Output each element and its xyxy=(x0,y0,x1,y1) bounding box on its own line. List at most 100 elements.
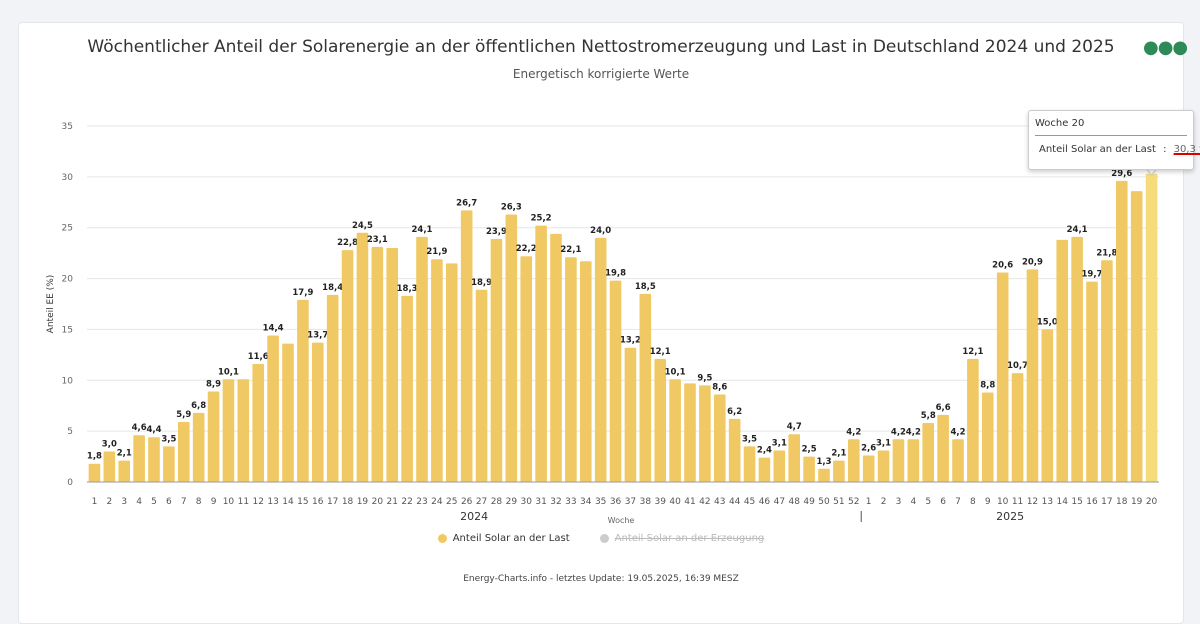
x-tick-label: 19 xyxy=(1131,497,1143,507)
bar xyxy=(267,335,279,482)
bar xyxy=(847,439,860,482)
chart-title: Wöchentlicher Anteil der Solarenergie an… xyxy=(87,37,1115,57)
bar xyxy=(654,358,667,482)
bar xyxy=(758,457,771,482)
bar xyxy=(565,257,577,482)
x-tick-label: 39 xyxy=(654,497,666,507)
y-tick-label: 25 xyxy=(62,224,73,234)
data-label: 21,8 xyxy=(1096,248,1117,258)
data-label: 22,1 xyxy=(560,245,581,255)
x-tick-label: 23 xyxy=(416,497,427,507)
bar xyxy=(163,446,175,482)
data-label: 10,1 xyxy=(665,367,686,377)
x-tick-label: 20 xyxy=(1146,497,1158,507)
bar xyxy=(639,293,652,482)
data-label: 6,2 xyxy=(727,407,742,417)
x-tick-label: 12 xyxy=(1027,497,1038,507)
data-label: 18,9 xyxy=(471,278,492,288)
data-label: 17,9 xyxy=(292,288,313,298)
bar xyxy=(1115,180,1128,482)
bar xyxy=(952,439,964,482)
x-tick-label: 36 xyxy=(610,497,622,507)
legend-item-last[interactable]: Anteil Solar an der Last xyxy=(437,533,570,544)
x-tick-label: 44 xyxy=(729,497,741,507)
bar xyxy=(207,391,220,482)
data-label: 4,2 xyxy=(846,427,861,437)
bar xyxy=(981,392,994,482)
x-tick-label: 34 xyxy=(580,497,592,507)
x-tick-label: 13 xyxy=(267,497,278,507)
year-label: 2025 xyxy=(996,510,1024,523)
x-tick-label: 1 xyxy=(866,497,872,507)
bar xyxy=(967,358,979,482)
x-tick-label: 14 xyxy=(1056,497,1068,507)
legend-item-erzeugung[interactable]: Anteil Solar an der Erzeugung xyxy=(599,533,765,544)
bar xyxy=(922,423,935,482)
x-tick-label: 42 xyxy=(699,497,710,507)
x-tick-label: 15 xyxy=(297,497,308,507)
bar xyxy=(788,434,801,482)
bar xyxy=(431,259,443,482)
bar xyxy=(550,233,562,482)
x-tick-label: 19 xyxy=(357,497,369,507)
bar xyxy=(1041,329,1054,482)
bar xyxy=(818,468,830,482)
x-tick-label: 3 xyxy=(896,497,902,507)
bar xyxy=(297,299,309,482)
bar xyxy=(490,238,503,482)
bar xyxy=(475,289,488,482)
bar xyxy=(356,232,369,482)
bar xyxy=(862,455,875,482)
x-tick-label: 9 xyxy=(211,497,217,507)
bar xyxy=(535,225,547,482)
y-tick-label: 20 xyxy=(62,275,74,285)
data-label: 8,8 xyxy=(980,380,995,390)
legend: Anteil Solar an der Last Anteil Solar an… xyxy=(19,533,1183,544)
x-tick-label: 38 xyxy=(640,497,652,507)
bar xyxy=(445,263,458,482)
x-tick-label: 32 xyxy=(550,497,561,507)
y-tick-label: 10 xyxy=(62,376,74,386)
data-label: 2,1 xyxy=(831,449,846,459)
data-label: 1,3 xyxy=(816,457,831,467)
data-label: 29,6 xyxy=(1111,169,1132,179)
bar xyxy=(609,280,622,482)
data-label: 2,4 xyxy=(757,446,772,456)
data-label: 13,2 xyxy=(620,336,641,346)
bar xyxy=(937,414,949,482)
bar xyxy=(579,261,592,482)
x-tick-label: 8 xyxy=(970,497,976,507)
x-tick-label: 41 xyxy=(684,497,695,507)
bar xyxy=(1101,260,1113,482)
data-label: 24,1 xyxy=(412,225,433,235)
legend-label: Anteil Solar an der Erzeugung xyxy=(614,533,765,544)
x-tick-label: 10 xyxy=(223,497,235,507)
bar xyxy=(743,446,756,482)
data-label: 3,0 xyxy=(102,439,117,449)
data-label: 21,9 xyxy=(426,247,447,257)
data-label: 4,2 xyxy=(950,427,965,437)
x-tick-label: 22 xyxy=(401,497,412,507)
bar xyxy=(624,347,637,482)
bar xyxy=(1056,239,1069,482)
data-label: 23,1 xyxy=(367,235,388,245)
bar xyxy=(460,210,473,482)
ellipsis-icon[interactable]: ●●● xyxy=(1143,37,1188,58)
data-label: 12,1 xyxy=(650,347,671,357)
data-label: 2,6 xyxy=(861,444,876,454)
x-tick-label: 20 xyxy=(372,497,384,507)
data-label: 3,5 xyxy=(161,434,176,444)
x-tick-label: 29 xyxy=(506,497,518,507)
data-label: 14,4 xyxy=(263,324,284,334)
data-label: 20,6 xyxy=(992,260,1013,270)
bar xyxy=(103,451,116,482)
x-tick-label: 40 xyxy=(669,497,681,507)
data-label: 10,7 xyxy=(1007,361,1028,371)
x-tick-label: 43 xyxy=(714,497,725,507)
x-tick-label: 7 xyxy=(955,497,961,507)
data-label: 1,8 xyxy=(87,452,102,462)
y-axis-title: Anteil EE (%) xyxy=(46,275,56,334)
x-tick-label: 45 xyxy=(744,497,755,507)
x-tick-label: 15 xyxy=(1071,497,1082,507)
